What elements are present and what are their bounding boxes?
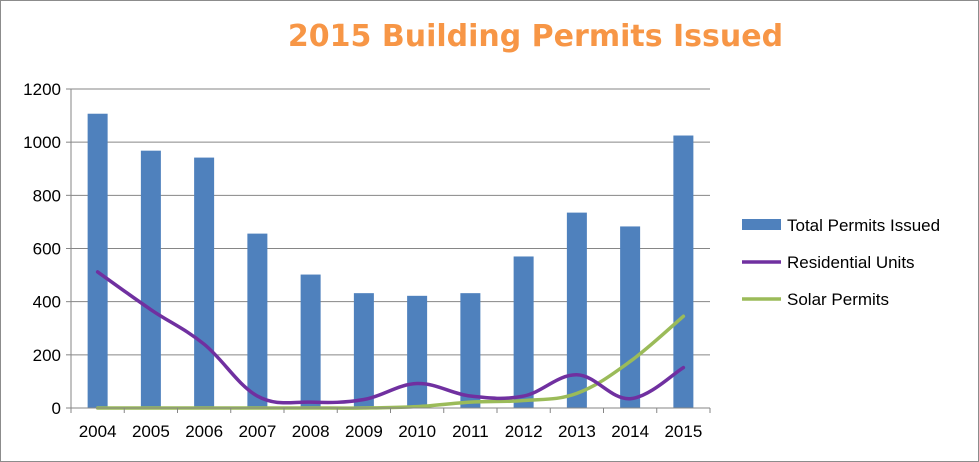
x-tick-label-2013: 2013 [558, 422, 596, 441]
x-tick-label-2004: 2004 [79, 422, 117, 441]
x-tick-label-2015: 2015 [664, 422, 702, 441]
x-tick-label-2008: 2008 [292, 422, 330, 441]
legend: Total Permits Issued Residential Units Sol… [742, 216, 940, 309]
line-series [95, 270, 686, 410]
bar-2006 [194, 157, 215, 408]
x-tick-label-2007: 2007 [238, 422, 276, 441]
bar-2005 [140, 150, 161, 408]
bar-2008 [300, 274, 321, 408]
bar-2013 [566, 212, 587, 408]
y-tick-label-200: 200 [33, 346, 61, 365]
bar-2015 [673, 135, 694, 409]
chart-title: 2015 Building Permits Issued [1, 19, 979, 54]
bar-series [87, 113, 694, 409]
legend-swatch-total-permits-issued [742, 219, 781, 230]
bar-2004 [87, 113, 108, 408]
bar-2012 [513, 256, 534, 408]
bar-2011 [460, 293, 481, 408]
y-tick-label-0: 0 [52, 399, 61, 418]
y-tick-label-800: 800 [33, 186, 61, 205]
x-tick-label-2005: 2005 [132, 422, 170, 441]
legend-label-solar-permits: Solar Permits [787, 290, 889, 309]
y-tick-label-400: 400 [33, 293, 61, 312]
bar-2009 [353, 293, 374, 408]
x-tick-label-2010: 2010 [398, 422, 436, 441]
chart-title-text: 2015 Building Permits Issued [287, 19, 784, 54]
x-tick-label-2014: 2014 [611, 422, 649, 441]
axes: 0 200 400 600 800 1000 1200 2004 2005 2006 2007 200… [23, 80, 711, 441]
y-tick-label-1000: 1000 [23, 133, 61, 152]
x-tick-label-2009: 2009 [345, 422, 383, 441]
line-residential-units [95, 270, 686, 405]
y-tick-label-1200: 1200 [23, 80, 61, 99]
y-tick-label-600: 600 [33, 240, 61, 259]
bar-2014 [620, 226, 641, 408]
gridlines [71, 88, 710, 356]
bar-2010 [407, 295, 428, 408]
x-tick-label-2006: 2006 [185, 422, 223, 441]
x-tick-label-2012: 2012 [505, 422, 543, 441]
legend-label-total-permits-issued: Total Permits Issued [787, 216, 940, 235]
bar-2007 [247, 233, 268, 408]
x-tick-label-2011: 2011 [452, 422, 489, 441]
legend-label-residential-units: Residential Units [787, 253, 915, 272]
